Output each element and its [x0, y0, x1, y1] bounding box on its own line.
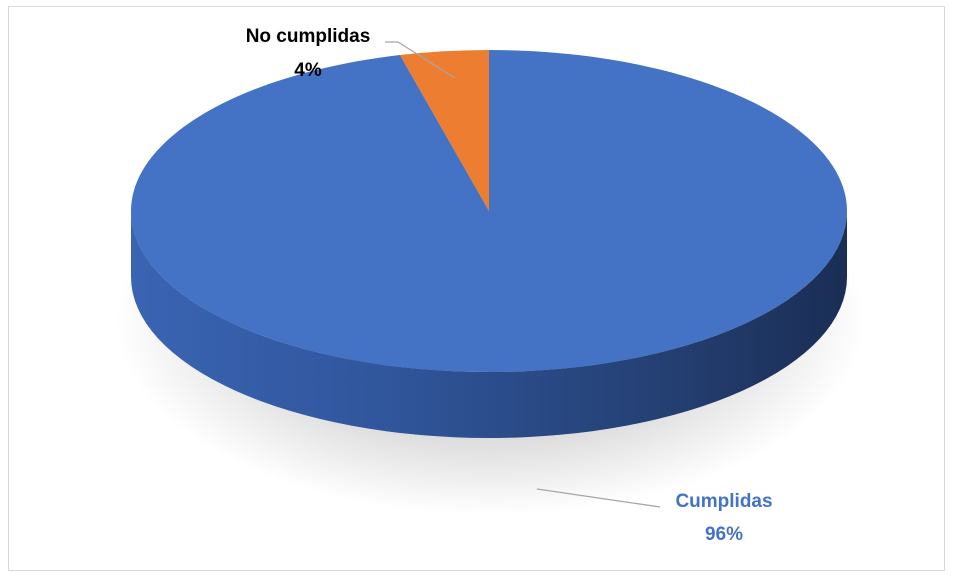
- label-no-cumplidas-name: No cumplidas: [246, 26, 371, 47]
- label-no-cumplidas-value: 4%: [294, 60, 322, 81]
- pie-slice-cumplidas: [130, 50, 847, 373]
- leader-line-cumplidas: [536, 488, 661, 508]
- pie-side-wall: [131, 211, 847, 438]
- label-cumplidas-value: 96%: [705, 524, 743, 545]
- label-cumplidas-name: Cumplidas: [675, 491, 772, 512]
- pie-slice-no-cumplidas: [399, 50, 489, 211]
- leader-line-no-cumplidas: [385, 41, 456, 79]
